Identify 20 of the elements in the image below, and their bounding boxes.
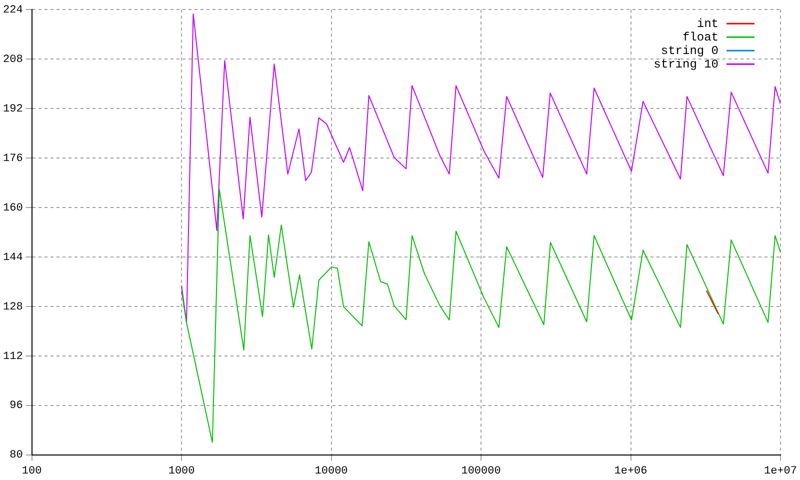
y-tick-label: 208 <box>2 54 23 66</box>
y-tick-label: 112 <box>2 350 23 363</box>
y-tick-label: 176 <box>2 152 23 165</box>
y-tick-label: 224 <box>2 4 24 17</box>
legend-label: string 0 <box>660 44 718 58</box>
y-tick-label: 192 <box>2 103 23 116</box>
x-tick-label: 1e+07 <box>764 465 798 478</box>
x-tick-label: 10000 <box>314 465 348 478</box>
y-tick-label: 128 <box>2 301 23 314</box>
y-tick-label: 144 <box>2 252 24 264</box>
x-tick-label: 1000 <box>168 465 195 478</box>
legend-label: string 10 <box>654 57 718 72</box>
y-tick-label: 80 <box>10 450 23 462</box>
x-tick-label: 100 <box>22 465 42 478</box>
y-tick-label: 96 <box>10 400 23 412</box>
legend-label: float <box>682 30 718 44</box>
y-tick-label: 160 <box>2 202 23 214</box>
x-tick-label: 100000 <box>461 465 501 478</box>
legend-label: int <box>696 16 718 31</box>
x-tick-label: 1e+06 <box>614 465 648 478</box>
